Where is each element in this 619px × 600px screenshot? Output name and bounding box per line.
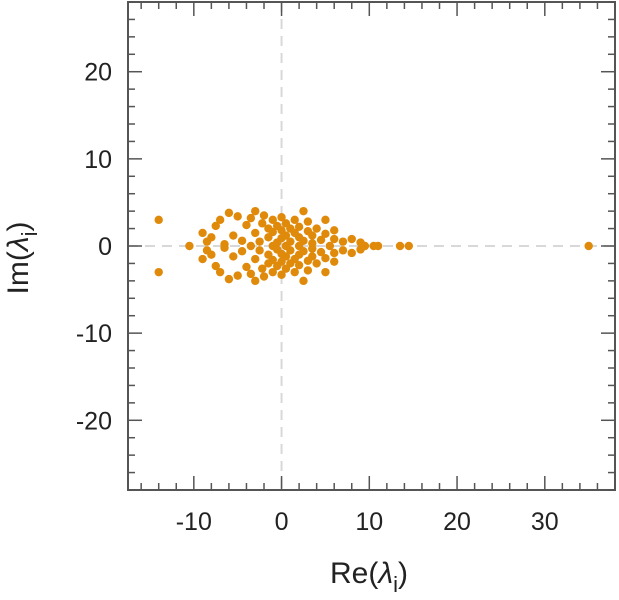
x-tick-labels: -10 0 10 20 30 (176, 508, 559, 536)
data-point (308, 231, 317, 240)
data-point (251, 254, 260, 264)
data-point (290, 267, 299, 277)
data-point (198, 254, 207, 264)
data-point (404, 241, 413, 251)
data-point (255, 246, 264, 255)
data-point (330, 234, 339, 244)
data-point (347, 234, 356, 244)
data-point (286, 237, 295, 246)
data-point (584, 241, 593, 251)
data-point (233, 212, 242, 221)
data-point (251, 276, 260, 286)
data-point (237, 247, 247, 256)
x-tick-label: 20 (443, 508, 471, 536)
data-point (255, 237, 264, 246)
data-point (294, 260, 304, 270)
data-point (185, 241, 194, 251)
data-point (246, 213, 256, 223)
data-point (312, 224, 321, 233)
data-point (229, 231, 238, 240)
data-point (154, 267, 163, 277)
data-point (207, 250, 216, 259)
data-point (242, 262, 251, 272)
y-tick-label: -20 (76, 407, 112, 435)
data-points (154, 206, 593, 286)
data-point (242, 220, 251, 230)
data-point (211, 221, 220, 231)
data-point (198, 228, 207, 238)
data-point (233, 271, 242, 280)
x-tick-label: 30 (531, 508, 559, 536)
data-point (299, 236, 308, 245)
data-point (281, 252, 291, 261)
data-point (338, 246, 348, 255)
data-point (251, 228, 260, 238)
axis-ticks (128, 1, 616, 491)
data-point (312, 259, 321, 268)
data-point (258, 264, 267, 273)
data-point (321, 254, 330, 263)
data-point (338, 237, 348, 246)
x-tick-label: 10 (355, 508, 383, 536)
x-tick-label: -10 (176, 508, 212, 536)
data-point (281, 231, 291, 240)
data-point (321, 215, 330, 225)
data-point (268, 215, 277, 225)
data-point (299, 206, 308, 216)
data-point (321, 267, 330, 277)
y-tick-label: -10 (76, 320, 112, 348)
data-point (259, 211, 269, 220)
data-point (207, 233, 216, 242)
data-point (286, 246, 295, 255)
data-point (220, 243, 229, 252)
data-point (347, 248, 356, 258)
data-point (308, 244, 317, 253)
y-axis-title: Im(λi) (2, 222, 42, 295)
data-point (246, 269, 256, 279)
data-point (395, 241, 405, 251)
data-point (321, 229, 330, 238)
data-point (299, 247, 308, 256)
data-point (224, 274, 234, 284)
data-point (268, 227, 277, 237)
data-point (303, 266, 313, 275)
data-point (211, 261, 220, 271)
data-point (316, 247, 326, 257)
data-point (224, 208, 234, 218)
data-point (330, 257, 339, 266)
y-tick-label: 10 (84, 146, 112, 174)
data-point (330, 248, 339, 258)
data-point (330, 226, 339, 235)
data-point (308, 252, 317, 261)
y-tick-label: 0 (98, 233, 112, 261)
data-point (268, 267, 277, 277)
data-point (373, 241, 383, 251)
data-point (277, 270, 286, 279)
data-point (215, 215, 225, 225)
data-point (258, 219, 267, 228)
data-point (246, 241, 256, 251)
data-point (303, 217, 313, 226)
data-point (237, 236, 247, 245)
data-point (299, 276, 308, 286)
data-point (325, 241, 335, 251)
data-point (360, 241, 370, 251)
x-axis-title: Re(λi) (330, 557, 408, 597)
data-point (154, 215, 163, 225)
data-point (290, 215, 299, 225)
data-point (229, 252, 238, 261)
data-point (277, 213, 286, 222)
y-tick-labels: -20 -10 0 10 20 (76, 59, 112, 436)
data-point (215, 267, 225, 277)
y-tick-label: 20 (84, 59, 112, 87)
x-tick-label: 0 (275, 508, 289, 536)
data-point (268, 255, 277, 265)
data-point (251, 206, 260, 216)
data-point (316, 235, 326, 245)
data-point (294, 222, 304, 232)
data-point (259, 272, 269, 281)
